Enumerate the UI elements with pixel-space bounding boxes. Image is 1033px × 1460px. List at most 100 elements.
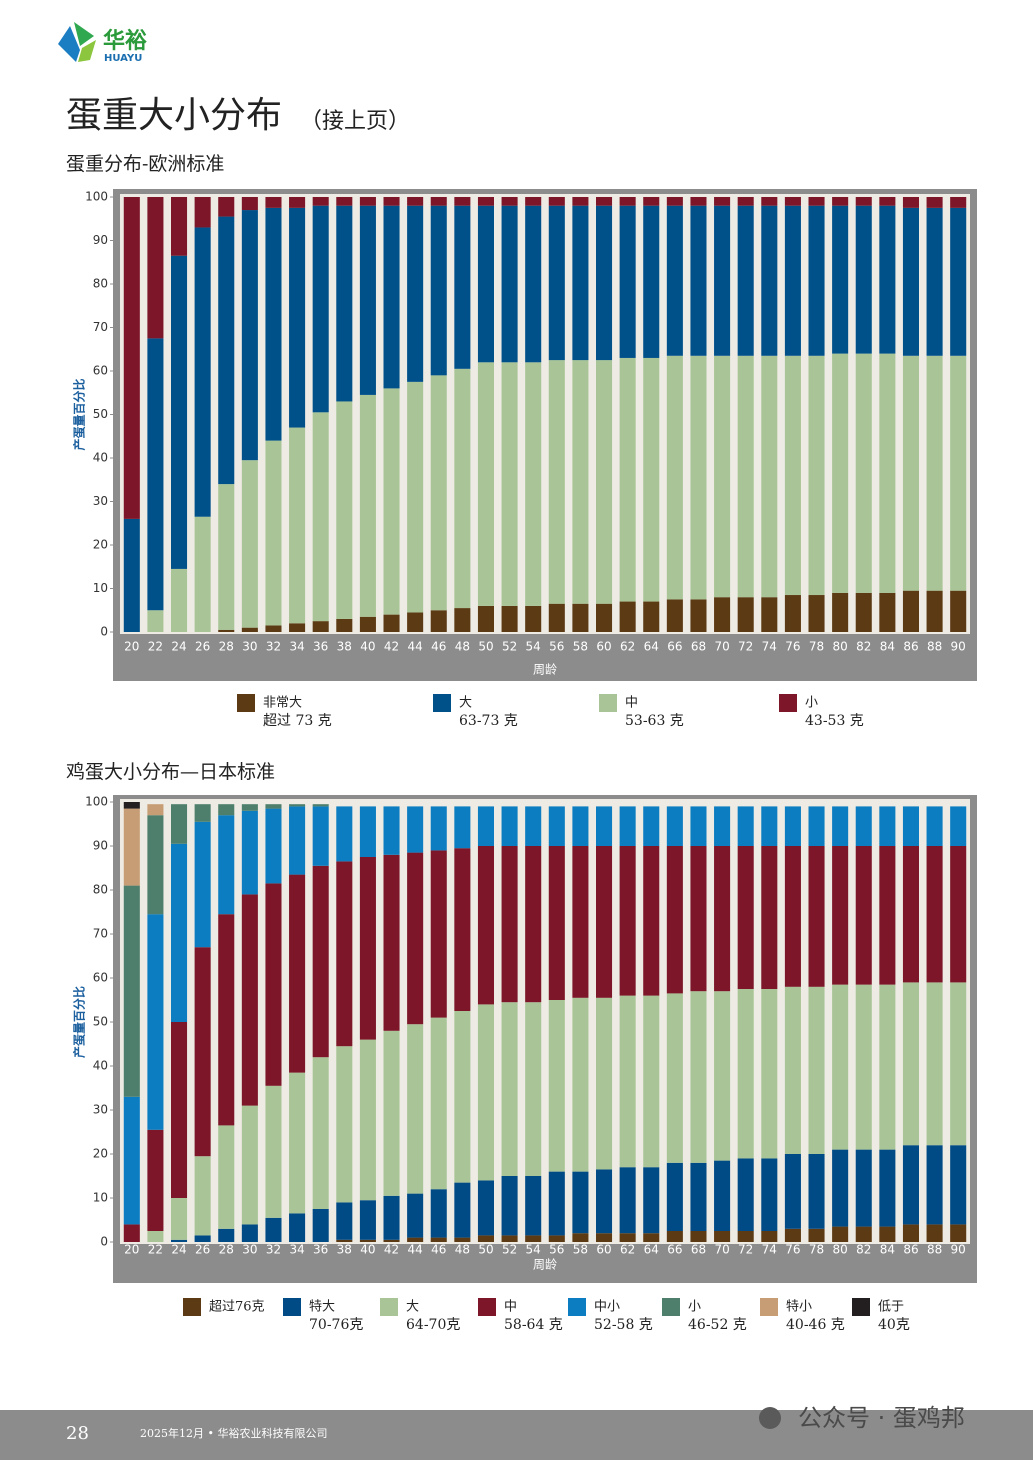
bar-segment bbox=[123, 197, 140, 519]
bar-segment bbox=[501, 846, 518, 1003]
bar-segment bbox=[879, 806, 896, 846]
bar-segment bbox=[430, 197, 447, 206]
bar-segment bbox=[572, 997, 589, 1172]
bar-segment bbox=[737, 205, 754, 356]
bar-segment bbox=[383, 614, 400, 632]
bar-segment bbox=[666, 197, 683, 206]
bar-segment bbox=[359, 857, 376, 1040]
legend-swatch bbox=[662, 1298, 680, 1316]
y-tick-label: 20 bbox=[93, 1147, 108, 1161]
bar-segment bbox=[784, 205, 801, 356]
bar-segment bbox=[737, 806, 754, 846]
legend-label: 特小 bbox=[786, 1300, 812, 1315]
bar-segment bbox=[596, 603, 613, 632]
bar-segment bbox=[194, 1156, 211, 1236]
x-tick-label: 90 bbox=[951, 1243, 966, 1257]
legend-range: 40-46 克 bbox=[786, 1317, 845, 1333]
bar-segment bbox=[619, 995, 636, 1168]
x-tick-label: 62 bbox=[620, 640, 635, 654]
x-tick-label: 34 bbox=[289, 640, 304, 654]
legend-range: 超过 73 克 bbox=[263, 713, 332, 729]
bar-segment bbox=[454, 368, 471, 609]
bar-segment bbox=[761, 597, 778, 632]
bar-segment bbox=[477, 806, 494, 846]
bar-segment bbox=[761, 806, 778, 846]
bar-segment bbox=[430, 806, 447, 851]
legend-swatch bbox=[183, 1298, 201, 1316]
bar-segment bbox=[147, 815, 164, 915]
bar-segment bbox=[123, 518, 140, 632]
bar-segment bbox=[407, 205, 424, 382]
bar-segment bbox=[737, 197, 754, 206]
x-tick-label: 32 bbox=[266, 640, 281, 654]
bar-segment bbox=[548, 846, 565, 1000]
bar-segment bbox=[832, 592, 849, 632]
x-tick-label: 72 bbox=[738, 1243, 753, 1257]
bar-segment bbox=[855, 806, 872, 846]
bar-segment bbox=[596, 997, 613, 1170]
bar-segment bbox=[359, 205, 376, 395]
bar-segment bbox=[123, 1224, 140, 1242]
bar-segment bbox=[714, 197, 731, 206]
bar-segment bbox=[289, 207, 306, 428]
x-tick-label: 68 bbox=[691, 1243, 706, 1257]
x-tick-label: 86 bbox=[903, 640, 918, 654]
bar-segment bbox=[808, 986, 825, 1154]
x-tick-label: 74 bbox=[762, 640, 777, 654]
y-axis-title: 产蛋量百分比 bbox=[72, 378, 87, 450]
x-tick-label: 80 bbox=[832, 1243, 847, 1257]
x-tick-label: 66 bbox=[667, 640, 682, 654]
bar-segment bbox=[690, 991, 707, 1163]
bar-segment bbox=[265, 1217, 282, 1242]
x-tick-label: 46 bbox=[431, 640, 446, 654]
bar-segment bbox=[596, 360, 613, 604]
x-tick-label: 54 bbox=[526, 640, 541, 654]
bar-segment bbox=[525, 806, 542, 846]
bar-segment bbox=[194, 947, 211, 1157]
bar-segment bbox=[761, 205, 778, 356]
bar-segment bbox=[690, 599, 707, 632]
x-tick-label: 58 bbox=[573, 1243, 588, 1257]
bar-segment bbox=[572, 1171, 589, 1234]
legend-label: 中 bbox=[625, 696, 638, 711]
x-tick-label: 68 bbox=[691, 640, 706, 654]
x-tick-label: 46 bbox=[431, 1243, 446, 1257]
bar-segment bbox=[383, 806, 400, 855]
bar-segment bbox=[950, 207, 967, 356]
bar-segment bbox=[714, 205, 731, 356]
y-tick-label: 70 bbox=[93, 320, 108, 334]
logo-leaf bbox=[78, 40, 96, 62]
legend-range: 53-63 克 bbox=[625, 713, 684, 729]
bar-segment bbox=[690, 806, 707, 846]
bar-segment bbox=[241, 210, 258, 461]
bar-segment bbox=[950, 1145, 967, 1225]
bar-segment bbox=[879, 984, 896, 1150]
x-tick-label: 88 bbox=[927, 1243, 942, 1257]
x-tick-label: 74 bbox=[762, 1243, 777, 1257]
bar-segment bbox=[525, 1176, 542, 1236]
bar-segment bbox=[383, 1195, 400, 1240]
bar-segment bbox=[336, 401, 353, 619]
bar-segment bbox=[218, 1228, 235, 1242]
legend-label: 大 bbox=[459, 696, 472, 711]
x-tick-label: 76 bbox=[785, 1243, 800, 1257]
x-tick-label: 60 bbox=[596, 640, 611, 654]
bar-segment bbox=[525, 197, 542, 206]
bar-segment bbox=[312, 197, 329, 206]
bar-segment bbox=[171, 568, 188, 632]
bar-segment bbox=[265, 625, 282, 632]
bar-segment bbox=[832, 806, 849, 846]
plot-area bbox=[120, 799, 970, 1244]
bar-segment bbox=[359, 1039, 376, 1201]
bar-segment bbox=[218, 197, 235, 217]
bar-segment bbox=[241, 810, 258, 895]
legend-swatch bbox=[433, 694, 451, 712]
legend-swatch bbox=[852, 1298, 870, 1316]
bar-segment bbox=[501, 205, 518, 363]
bar-segment bbox=[194, 804, 211, 822]
y-tick-label: 0 bbox=[100, 1235, 108, 1249]
bar-segment bbox=[855, 846, 872, 985]
x-tick-label: 86 bbox=[903, 1243, 918, 1257]
bar-segment bbox=[690, 205, 707, 356]
bar-segment bbox=[643, 357, 660, 602]
